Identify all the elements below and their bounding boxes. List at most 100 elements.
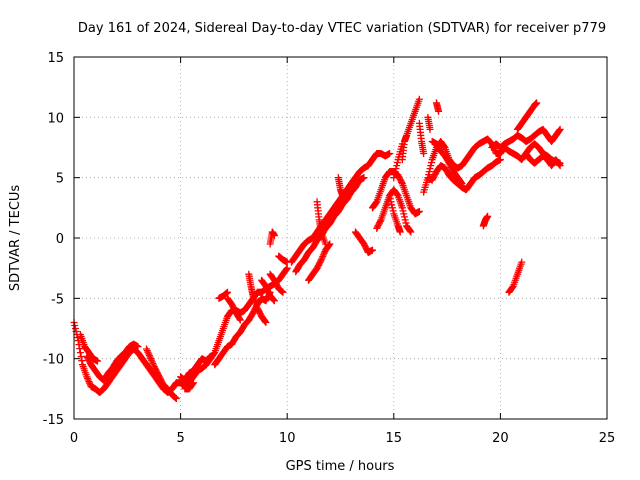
data-point bbox=[389, 207, 397, 215]
data-point bbox=[71, 321, 79, 329]
data-point bbox=[76, 345, 84, 353]
data-point bbox=[318, 254, 326, 262]
data-point bbox=[555, 161, 563, 169]
data-point bbox=[279, 288, 287, 296]
data-point bbox=[145, 351, 153, 359]
data-point bbox=[392, 165, 400, 173]
data-point bbox=[388, 201, 396, 209]
x-tick-label: 20 bbox=[492, 431, 509, 446]
data-point bbox=[71, 325, 79, 332]
data-point bbox=[236, 316, 244, 324]
data-points bbox=[70, 95, 564, 402]
data-point bbox=[427, 159, 435, 167]
data-point bbox=[390, 174, 398, 182]
grid-lines bbox=[74, 57, 607, 419]
data-point bbox=[457, 179, 465, 187]
data-point bbox=[427, 162, 435, 170]
data-point bbox=[368, 246, 376, 254]
data-point bbox=[93, 357, 101, 365]
y-tick-label: 5 bbox=[56, 172, 64, 187]
data-point bbox=[393, 159, 401, 167]
data-point bbox=[415, 207, 423, 215]
data-point bbox=[555, 126, 563, 134]
x-tick-label: 25 bbox=[599, 431, 616, 446]
data-point bbox=[533, 99, 541, 107]
y-tick-label: 10 bbox=[47, 111, 64, 126]
data-point bbox=[86, 379, 94, 387]
data-point bbox=[319, 253, 327, 261]
data-point bbox=[319, 251, 327, 259]
data-point bbox=[145, 350, 153, 358]
data-point bbox=[263, 285, 271, 293]
data-point bbox=[262, 282, 270, 290]
y-tick-label: 0 bbox=[56, 232, 64, 247]
data-point bbox=[317, 256, 325, 264]
data-point bbox=[372, 199, 380, 207]
data-point bbox=[205, 354, 213, 362]
y-tick-label: -15 bbox=[43, 413, 64, 428]
data-point bbox=[325, 241, 333, 249]
data-point bbox=[142, 345, 150, 353]
data-point bbox=[396, 228, 404, 236]
data-point bbox=[264, 287, 272, 295]
data-point bbox=[398, 140, 406, 148]
data-point bbox=[400, 213, 408, 221]
data-point bbox=[76, 349, 84, 357]
data-point bbox=[440, 142, 448, 150]
data-point bbox=[496, 156, 504, 164]
data-point bbox=[146, 353, 154, 361]
data-point bbox=[518, 258, 526, 266]
data-point bbox=[386, 192, 394, 200]
data-point bbox=[484, 212, 492, 220]
data-point bbox=[399, 207, 407, 215]
data-point bbox=[420, 150, 428, 158]
x-tick-label: 15 bbox=[386, 431, 403, 446]
x-tick-label: 10 bbox=[279, 431, 296, 446]
data-point bbox=[391, 168, 399, 176]
data-point bbox=[83, 373, 91, 381]
data-point bbox=[150, 361, 158, 369]
y-tick-label: -5 bbox=[51, 292, 64, 307]
x-tick-label: 0 bbox=[70, 431, 78, 446]
data-point bbox=[386, 195, 394, 203]
data-point bbox=[402, 219, 410, 227]
data-point bbox=[84, 376, 92, 384]
axis-ticks: 0 5 10 15 20 25 -15 -10 -5 0 5 10 15 bbox=[43, 51, 616, 446]
data-point bbox=[393, 162, 401, 170]
data-point bbox=[265, 289, 273, 297]
data-point bbox=[206, 353, 214, 361]
data-point bbox=[376, 217, 384, 225]
data-point bbox=[270, 232, 278, 240]
data-point bbox=[398, 204, 406, 212]
data-point bbox=[172, 394, 180, 402]
data-point bbox=[415, 95, 423, 103]
data-point bbox=[269, 295, 277, 303]
data-point bbox=[508, 283, 516, 291]
data-point bbox=[134, 343, 142, 351]
data-point bbox=[282, 265, 290, 273]
data-point bbox=[261, 317, 269, 325]
data-point bbox=[147, 355, 155, 363]
data-point bbox=[322, 240, 330, 248]
data-point bbox=[387, 198, 395, 206]
data-point bbox=[386, 150, 394, 158]
x-tick-label: 5 bbox=[176, 431, 184, 446]
data-point bbox=[144, 348, 152, 356]
data-point bbox=[78, 357, 86, 365]
data-point bbox=[143, 347, 151, 355]
data-point bbox=[401, 216, 409, 224]
data-point bbox=[320, 249, 328, 257]
data-point bbox=[426, 165, 434, 173]
data-point bbox=[84, 374, 92, 382]
data-point bbox=[556, 125, 564, 133]
data-point bbox=[360, 174, 368, 182]
data-point bbox=[150, 363, 158, 371]
data-point bbox=[210, 350, 218, 358]
data-point bbox=[407, 228, 415, 236]
data-point bbox=[270, 296, 278, 304]
data-point bbox=[339, 192, 347, 200]
data-point bbox=[262, 318, 270, 326]
data-point bbox=[425, 168, 433, 176]
data-point bbox=[393, 191, 401, 199]
